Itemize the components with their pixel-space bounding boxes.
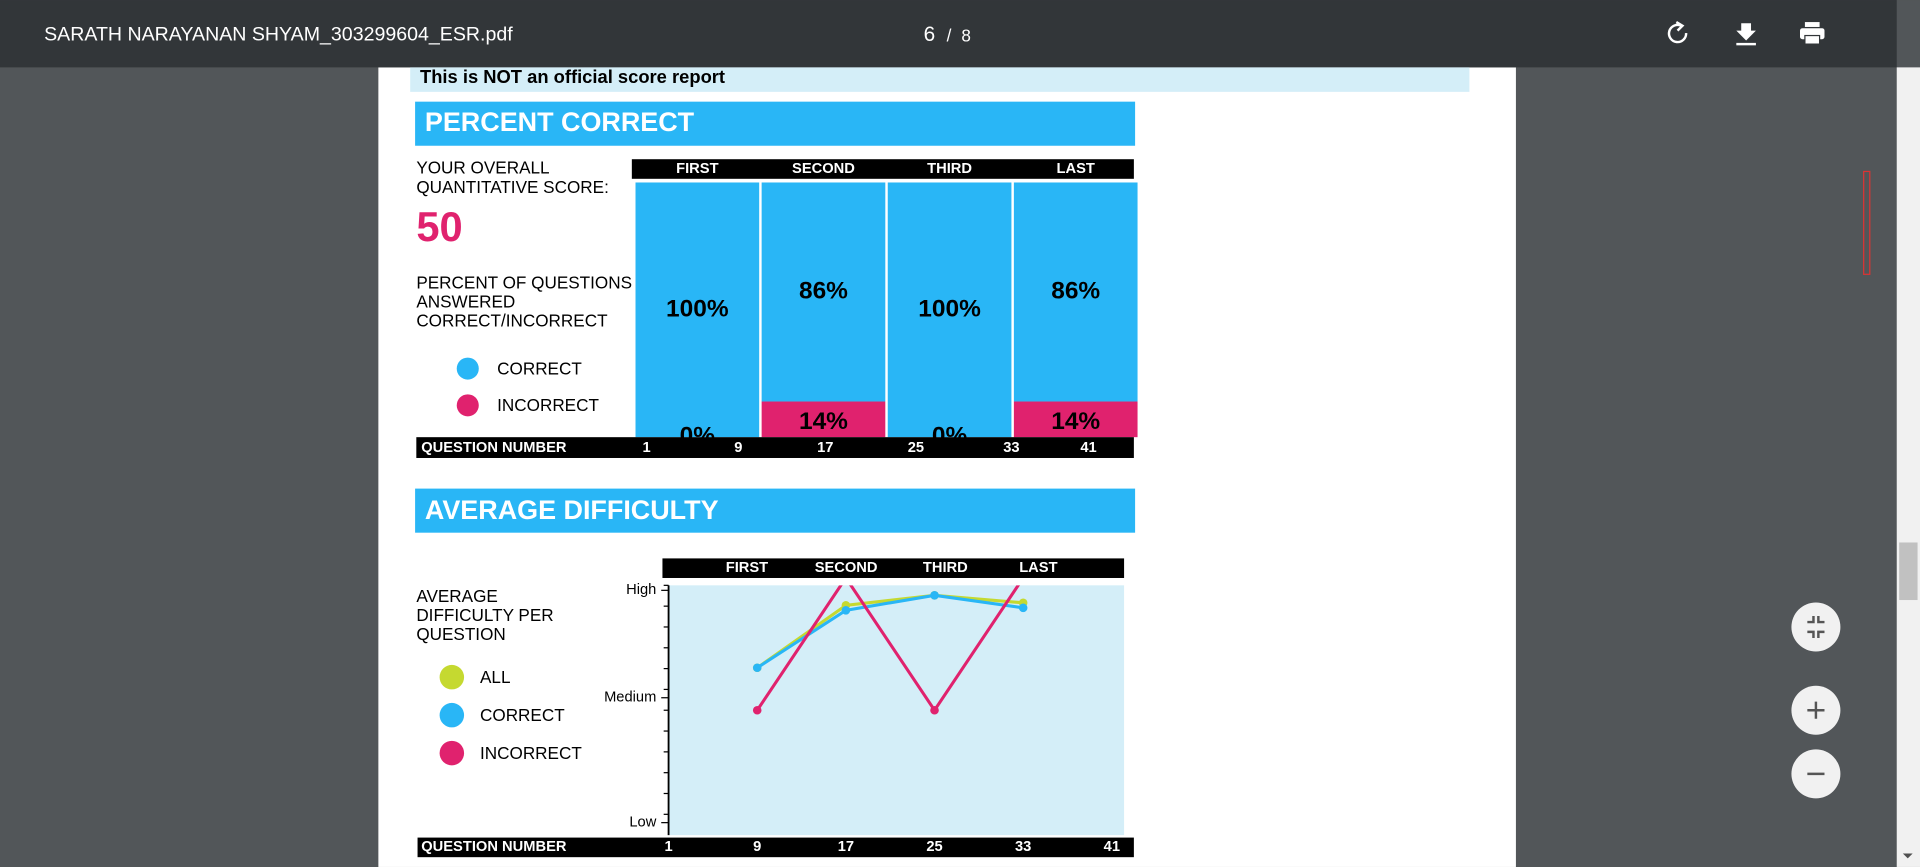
correct-label: 100% — [666, 295, 729, 322]
question-number: 1 — [642, 440, 650, 456]
zoom-in-button[interactable] — [1791, 685, 1841, 735]
legend-marker — [456, 394, 479, 417]
column-header: THIRD — [923, 560, 968, 576]
column-header-bar — [631, 159, 1134, 179]
overall-score: 50 — [416, 203, 462, 250]
series-point — [752, 705, 762, 715]
correct-label: 86% — [1051, 277, 1100, 304]
page-count: 8 — [961, 25, 971, 45]
column-header: THIRD — [927, 161, 972, 177]
axis-bar — [416, 437, 1134, 458]
scroll-down-arrow[interactable] — [1902, 853, 1913, 859]
series-point — [841, 606, 851, 615]
series-line — [755, 585, 1021, 713]
plot-lines — [752, 585, 1028, 715]
incorrect-bar — [1013, 401, 1138, 438]
print-button[interactable] — [1800, 22, 1825, 45]
scrollbar-track[interactable] — [1896, 67, 1920, 867]
question-number: 33 — [1003, 440, 1019, 456]
legend-marker — [439, 702, 465, 728]
axis-title: QUESTION NUMBER — [421, 440, 567, 456]
label-line: AVERAGE — [416, 586, 498, 606]
notice: This is NOT an official score report — [420, 66, 725, 87]
series-point — [752, 663, 762, 673]
correct-bar — [887, 182, 1012, 438]
label-line: DIFFICULTY PER — [416, 605, 553, 625]
series-line — [756, 593, 1024, 670]
axis-title: QUESTION NUMBER — [421, 839, 567, 855]
correct-bar — [761, 182, 886, 402]
x-tick-label: 33 — [1015, 839, 1031, 855]
section-header — [415, 488, 1136, 533]
toolbar — [0, 0, 1897, 68]
fit-button[interactable] — [1791, 602, 1841, 652]
legend-label: INCORRECT — [480, 743, 582, 763]
x-tick-label: 1 — [664, 839, 672, 855]
incorrect-label: 14% — [799, 408, 848, 435]
rotate-button[interactable] — [1667, 21, 1688, 44]
column-header: FIRST — [676, 161, 718, 177]
question-number: 41 — [1080, 440, 1096, 456]
label-line: YOUR OVERALL — [416, 158, 549, 178]
legend-marker — [439, 664, 465, 690]
y-tick-label: Medium — [604, 690, 656, 706]
question-number: 25 — [908, 440, 924, 456]
label-line: PERCENT OF QUESTIONS — [416, 273, 632, 293]
download-button[interactable] — [1736, 23, 1756, 46]
plot-area — [668, 585, 1125, 836]
question-number: 17 — [817, 440, 833, 456]
correct-label: 100% — [918, 295, 981, 322]
page-number: 6 — [924, 23, 936, 46]
label-line: QUANTITATIVE SCORE: — [416, 177, 609, 197]
label-line: ANSWERED — [416, 292, 515, 312]
x-tick-label: 17 — [838, 839, 854, 855]
label-line: CORRECT/INCORRECT — [416, 311, 608, 331]
column-header: LAST — [1057, 161, 1095, 177]
correct-bar — [635, 182, 760, 438]
correct-label: 86% — [799, 277, 848, 304]
legend-label: CORRECT — [480, 705, 565, 725]
incorrect-bar — [761, 401, 886, 438]
series-line — [756, 593, 1024, 670]
legend-label: INCORRECT — [497, 395, 599, 415]
x-tick-label: 25 — [926, 839, 942, 855]
legend-marker — [456, 357, 479, 380]
scrollbar-thumb[interactable] — [1899, 542, 1918, 601]
question-number: 9 — [734, 440, 742, 456]
x-tick-label: 9 — [753, 839, 761, 855]
zoom-out-button[interactable] — [1791, 749, 1841, 799]
legend-marker — [439, 740, 465, 766]
column-header: SECOND — [815, 560, 878, 576]
column-header: LAST — [1019, 560, 1057, 576]
axis-bar — [417, 837, 1134, 858]
column-header-bar — [662, 558, 1125, 578]
column-header: FIRST — [726, 560, 768, 576]
series-point — [930, 591, 939, 600]
section-title: AVERAGE DIFFICULTY — [425, 495, 719, 525]
series-point — [930, 705, 939, 715]
notice-bar — [410, 67, 1470, 92]
filename: SARATH NARAYANAN SHYAM_303299604_ESR.pdf — [44, 24, 513, 46]
page-indicator — [1863, 170, 1871, 275]
y-tick-label: High — [626, 582, 656, 598]
y-tick-label: Low — [629, 815, 656, 831]
x-tick-label: 41 — [1104, 839, 1120, 855]
correct-bar — [1013, 182, 1138, 402]
column-header: SECOND — [792, 161, 855, 177]
section-header — [415, 101, 1136, 146]
incorrect-label: 14% — [1051, 408, 1100, 435]
legend-label: CORRECT — [497, 358, 582, 378]
legend-label: ALL — [480, 667, 510, 687]
label-line: QUESTION — [416, 624, 505, 644]
page-separator: / — [947, 25, 952, 45]
section-title: PERCENT CORRECT — [425, 107, 695, 137]
series-point — [1018, 603, 1028, 613]
